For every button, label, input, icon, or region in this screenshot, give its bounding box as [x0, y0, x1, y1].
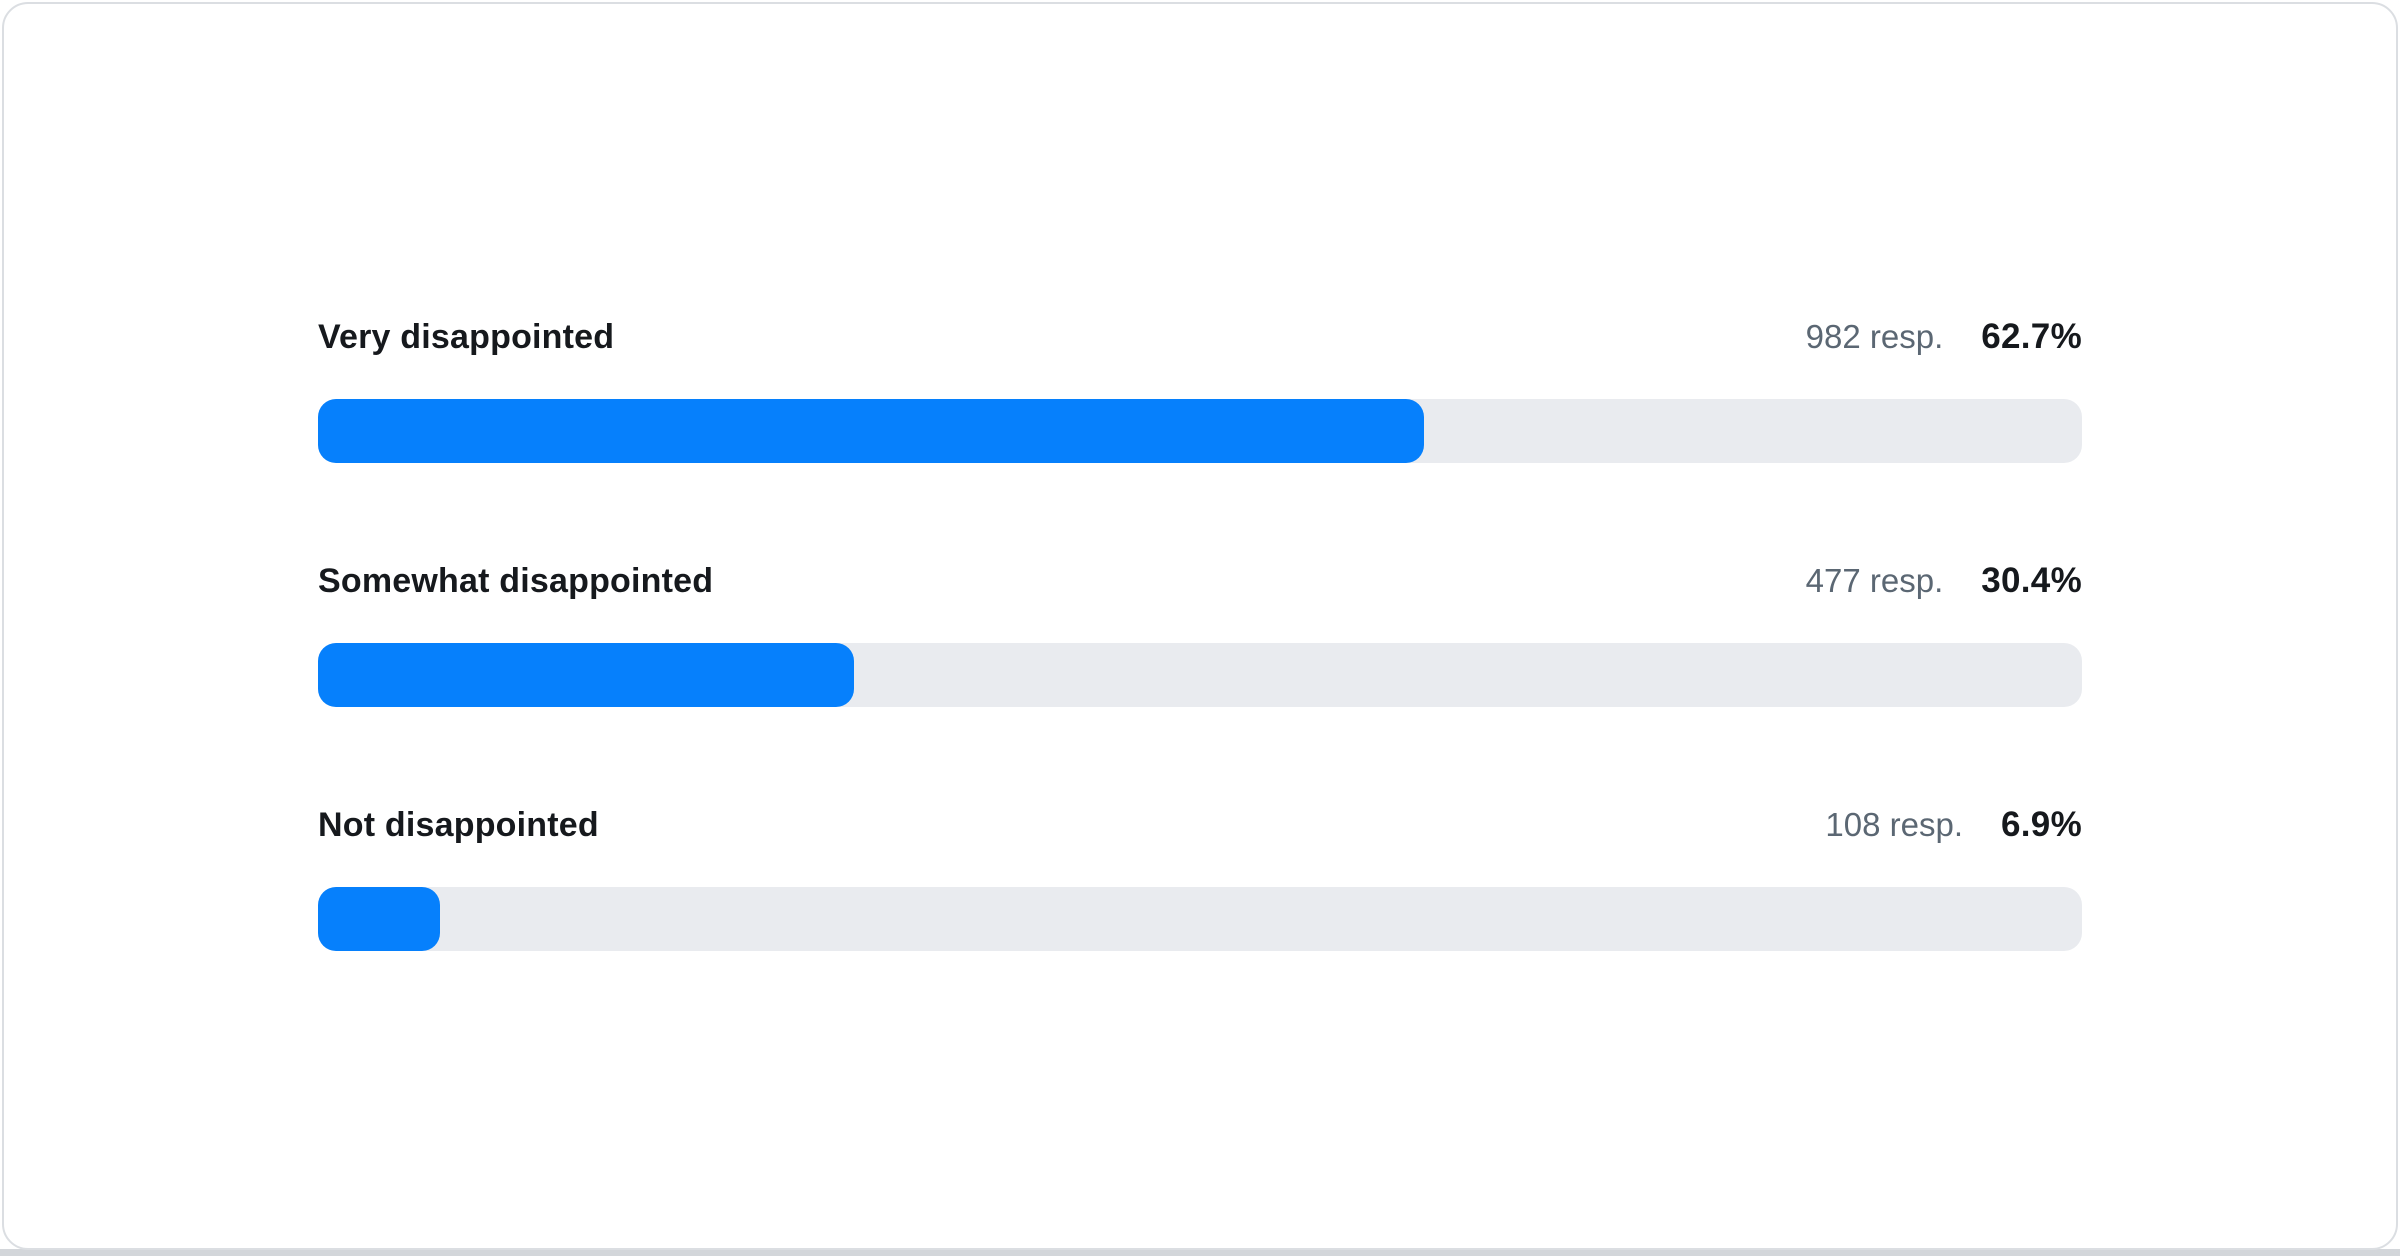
- answer-label: Very disappointed: [318, 318, 615, 356]
- bar-track: [318, 643, 2082, 707]
- percent-value: 62.7%: [1981, 317, 2082, 356]
- answer-label: Somewhat disappointed: [318, 562, 714, 600]
- survey-row: Very disappointed 982 resp. 62.7%: [318, 315, 2082, 463]
- bar-track: [318, 399, 2082, 463]
- percent-value: 6.9%: [2001, 805, 2082, 844]
- bar-fill: [318, 643, 855, 707]
- row-header: Somewhat disappointed 477 resp. 30.4%: [318, 559, 2082, 603]
- percent-value: 30.4%: [1981, 561, 2082, 600]
- bar-fill: [318, 399, 1425, 463]
- response-count: 108 resp.: [1825, 806, 1964, 843]
- survey-rows: Very disappointed 982 resp. 62.7% Somewh…: [318, 315, 2082, 951]
- response-count: 477 resp.: [1805, 562, 1944, 599]
- row-header: Not disappointed 108 resp. 6.9%: [318, 803, 2082, 847]
- row-values: 477 resp. 30.4%: [1806, 559, 2082, 603]
- bar-track: [318, 887, 2082, 951]
- survey-row: Not disappointed 108 resp. 6.9%: [318, 803, 2082, 951]
- bar-fill: [318, 887, 440, 951]
- response-count: 982 resp.: [1805, 318, 1944, 355]
- page-edge-strip: [0, 1249, 2400, 1256]
- row-header: Very disappointed 982 resp. 62.7%: [318, 315, 2082, 359]
- answer-label: Not disappointed: [318, 806, 599, 844]
- survey-row: Somewhat disappointed 477 resp. 30.4%: [318, 559, 2082, 707]
- row-values: 982 resp. 62.7%: [1806, 315, 2082, 359]
- row-values: 108 resp. 6.9%: [1825, 803, 2082, 847]
